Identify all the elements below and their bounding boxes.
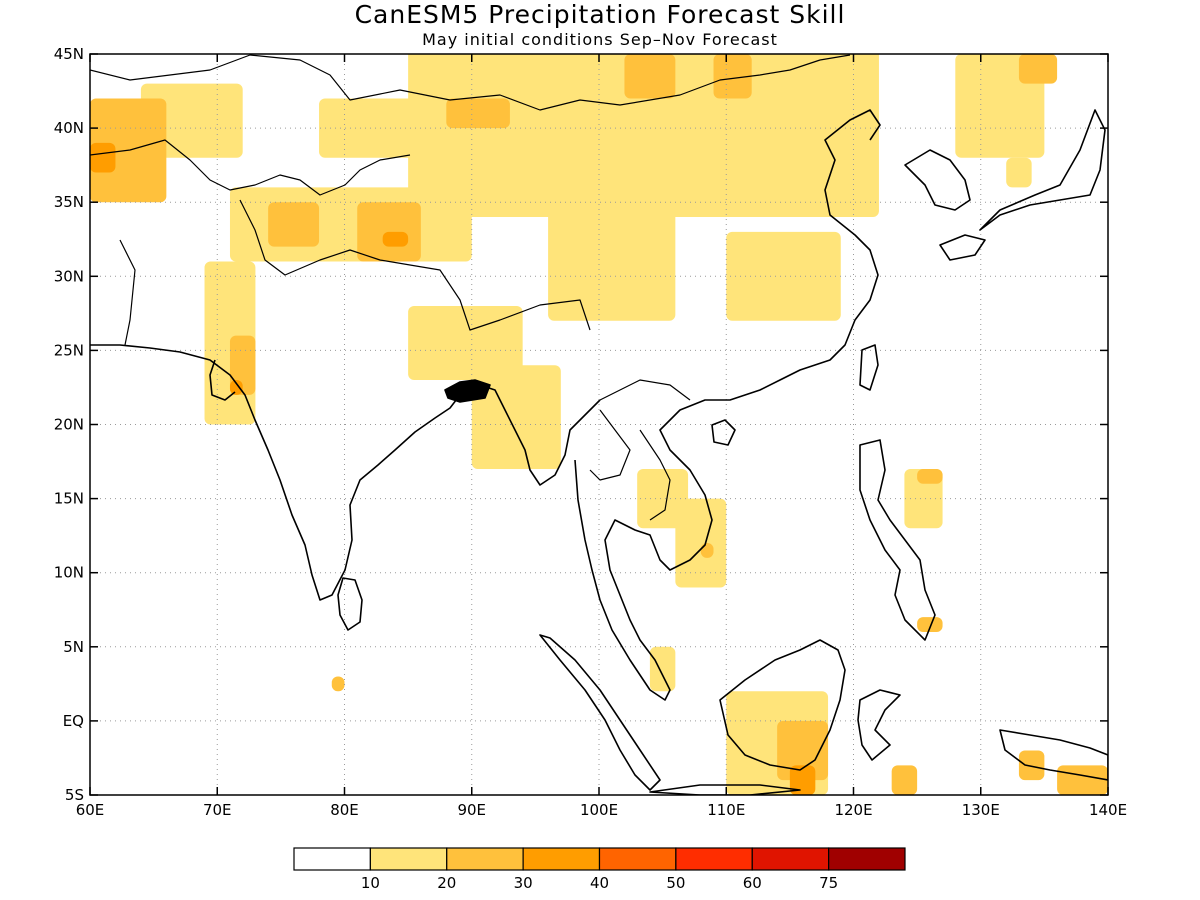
x-tick-label: 80E	[330, 801, 359, 819]
y-tick-label: 30N	[54, 267, 84, 285]
skill-region	[446, 98, 510, 129]
skill-region	[726, 231, 841, 321]
x-tick-label: 100E	[580, 801, 618, 819]
skill-region	[471, 365, 561, 469]
map-title: CanESM5 Precipitation Forecast Skill	[354, 0, 846, 29]
x-tick-label: 70E	[203, 801, 232, 819]
skill-region	[700, 543, 714, 558]
y-tick-label: 5S	[65, 786, 84, 804]
coastlines	[90, 54, 1108, 795]
x-tick-label: 120E	[834, 801, 872, 819]
skill-region	[1018, 54, 1058, 84]
x-tick-label: 90E	[457, 801, 486, 819]
skill-region	[408, 305, 523, 381]
colorbar-swatch	[598, 847, 677, 871]
colorbar-swatch	[369, 847, 448, 871]
skill-region	[90, 142, 116, 173]
skill-region	[408, 54, 879, 218]
skill-region	[675, 498, 727, 588]
colorbar-label: 10	[361, 874, 380, 892]
colorbar-label: 75	[819, 874, 838, 892]
skill-region	[891, 765, 918, 795]
y-tick-label: EQ	[63, 712, 84, 730]
colorbar-swatch	[675, 847, 753, 871]
colorbar-swatch	[751, 847, 830, 871]
skill-region	[1057, 765, 1108, 795]
colorbar-label: 30	[514, 874, 533, 892]
skill-region	[1006, 157, 1032, 188]
skill-region	[229, 335, 256, 395]
x-tick-label: 110E	[707, 801, 745, 819]
y-tick-label: 35N	[54, 193, 84, 211]
skill-region	[331, 676, 345, 692]
x-tick-label: 60E	[76, 801, 105, 819]
y-tick-label: 10N	[54, 564, 84, 582]
map-subtitle: May initial conditions Sep–Nov Forecast	[422, 30, 778, 49]
colorbar-label: 20	[437, 874, 456, 892]
y-axis: 45N 40N 35N 30N 25N 20N 15N 10N 5N EQ 5S	[54, 45, 1108, 804]
y-tick-label: 20N	[54, 416, 84, 434]
skill-region	[789, 765, 816, 795]
colorbar-label: 50	[666, 874, 685, 892]
y-tick-label: 45N	[54, 45, 84, 63]
skill-region	[713, 54, 752, 99]
skill-shading	[90, 54, 1108, 795]
skill-region	[917, 617, 943, 632]
colorbar-swatch	[522, 847, 601, 871]
skill-region	[917, 468, 943, 484]
colorbar-swatch	[293, 847, 371, 871]
colorbar-swatch	[828, 847, 906, 871]
skill-region	[229, 380, 243, 395]
colorbar-label: 60	[743, 874, 762, 892]
colorbar-swatch	[446, 847, 524, 871]
skill-region	[777, 720, 829, 781]
skill-region	[649, 646, 676, 692]
y-tick-label: 15N	[54, 490, 84, 508]
x-tick-label: 140E	[1089, 801, 1127, 819]
skill-region	[268, 202, 320, 247]
skill-region	[624, 54, 676, 99]
colorbar: 10 20 30 40 50 60 75	[293, 847, 906, 892]
skill-region	[382, 231, 409, 247]
y-tick-label: 5N	[63, 638, 84, 656]
skill-region	[1018, 750, 1045, 781]
x-axis: 60E 70E 80E 90E 100E 110E 120E 130E 140E	[76, 54, 1127, 819]
y-tick-label: 40N	[54, 119, 84, 137]
colorbar-label: 40	[590, 874, 609, 892]
skill-region	[548, 187, 676, 321]
y-tick-label: 25N	[54, 341, 84, 359]
x-tick-label: 130E	[962, 801, 1000, 819]
grid-lines	[90, 54, 1108, 795]
